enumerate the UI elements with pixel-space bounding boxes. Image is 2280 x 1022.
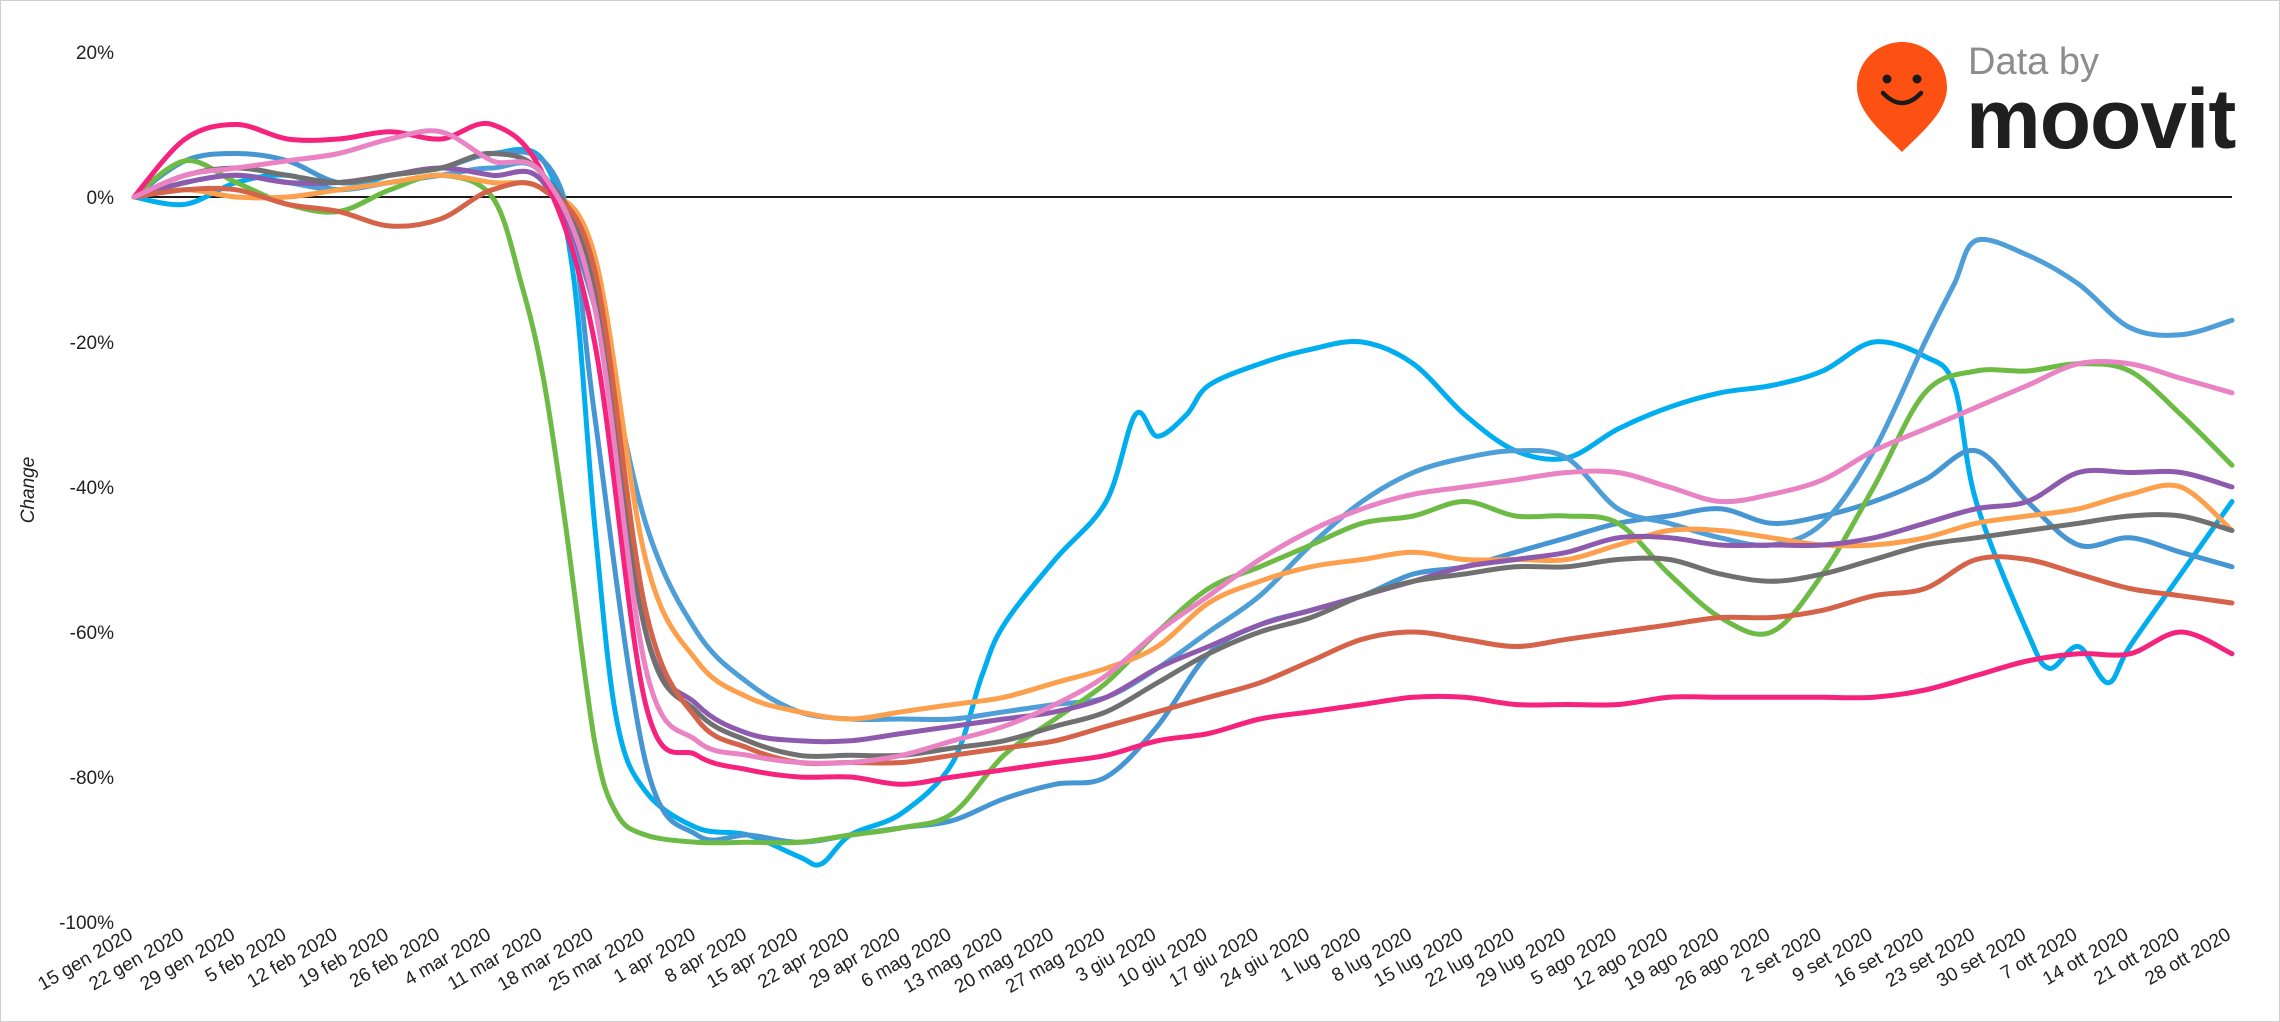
y-tick-label: -40% [70, 478, 114, 499]
series-line-2 [131, 149, 2235, 845]
brand-name-text: moovit [1966, 72, 2235, 166]
y-tick-label: -20% [70, 333, 114, 354]
y-tick-label: 20% [76, 43, 114, 64]
smiley-map-pin-icon [1857, 42, 1947, 152]
y-axis-label: Change [18, 457, 39, 524]
series-line-5 [131, 172, 2235, 722]
y-axis-ticks: 20% 0% -20% -40% -60% -80% -100% [59, 43, 114, 934]
series-line-8 [131, 180, 2235, 767]
series-line-1 [131, 146, 2235, 868]
series-layer [131, 120, 2235, 868]
series-line-3 [131, 160, 2235, 723]
series-line-10 [131, 128, 2235, 766]
series-line-7 [131, 150, 2235, 759]
series-line-9 [131, 120, 2235, 787]
y-tick-label: -60% [70, 623, 114, 644]
brand-prefix-text: Data by [1968, 41, 2099, 83]
y-tick-label: -80% [70, 768, 114, 789]
series-line-6 [131, 165, 2235, 745]
y-tick-label: 0% [87, 188, 115, 209]
y-tick-label: -100% [59, 913, 114, 934]
moovit-branding: Data by moovit [1857, 41, 2236, 166]
series-line-4 [131, 158, 2235, 846]
